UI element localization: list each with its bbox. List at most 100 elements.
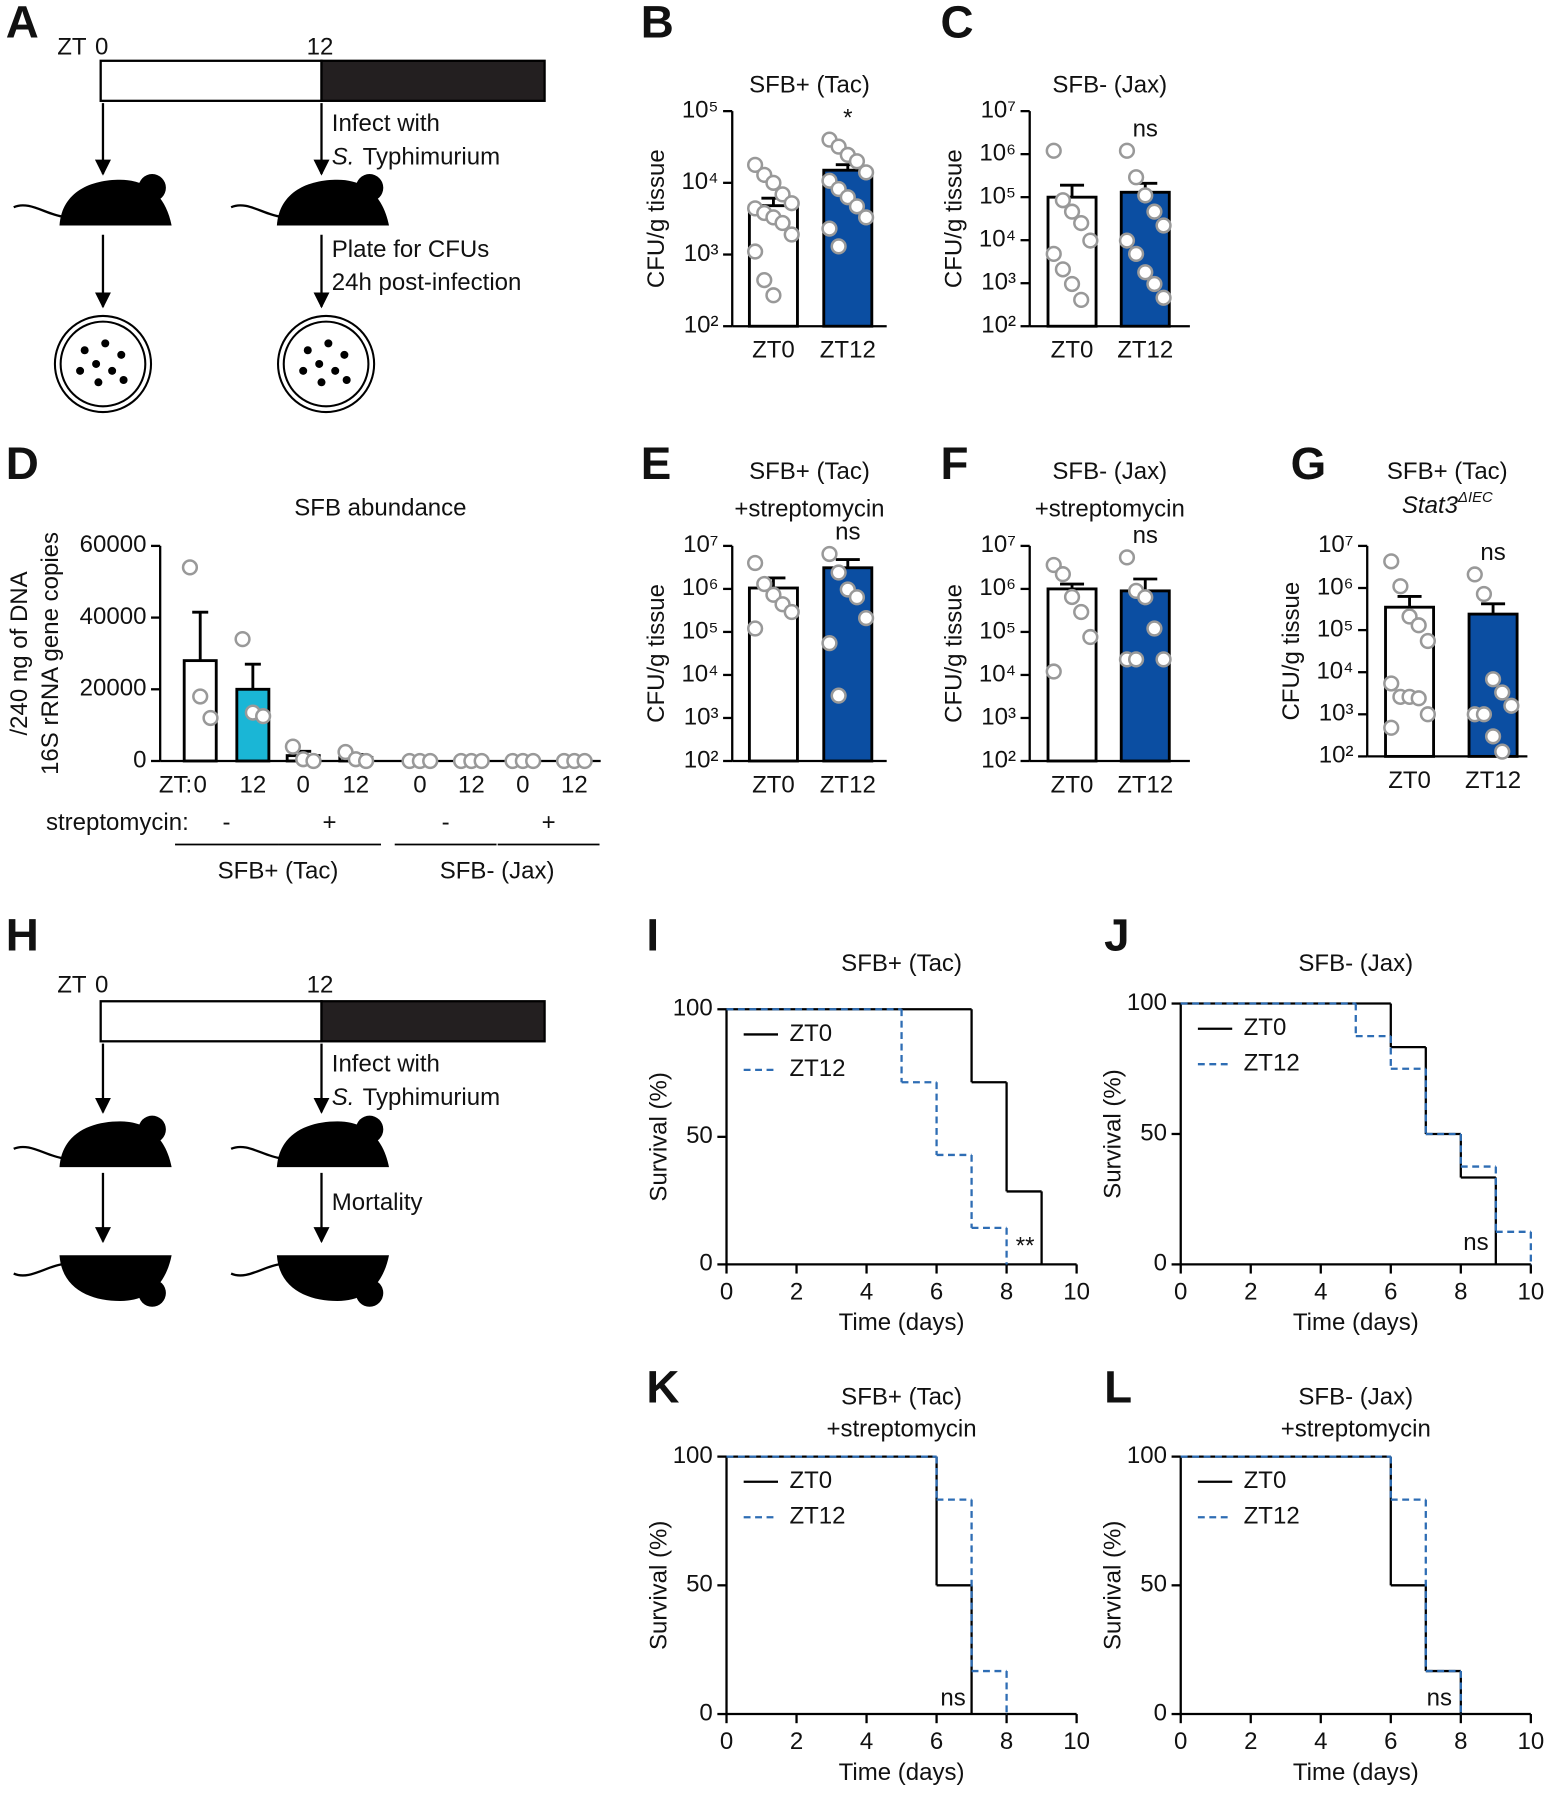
y-tick-label: 10³ (981, 269, 1016, 296)
data-point (1410, 617, 1427, 634)
data-point (1475, 585, 1493, 603)
legend-label: ZT12 (789, 1503, 845, 1530)
y-tick-label: 40000 (80, 603, 147, 630)
data-point (576, 752, 593, 770)
y-tick-label: 10⁷ (1318, 531, 1353, 558)
data-point (422, 752, 439, 770)
x-tick-label: 0 (720, 1728, 733, 1755)
legend-label: ZT12 (789, 1055, 845, 1082)
y-axis-label: Survival (%) (645, 1072, 672, 1201)
data-point (746, 156, 764, 173)
data-point (1063, 588, 1081, 606)
step-text: Plate for CFUs (332, 236, 489, 263)
y-tick-label: 10⁷ (981, 96, 1016, 123)
x-tick-label: ZT12 (820, 772, 876, 799)
data-point (1127, 651, 1145, 668)
y-tick-label: 50 (686, 1571, 713, 1598)
panel-letter: E (641, 438, 672, 489)
x-tick-label: 6 (1384, 1278, 1397, 1305)
chart-title: SFB- (Jax) (1052, 458, 1167, 485)
x-tick-label: 2 (1244, 1728, 1257, 1755)
x-tick-label: 10 (1517, 1728, 1544, 1755)
chart-subtitle: +streptomycin (1281, 1416, 1431, 1443)
dead-mouse (229, 1254, 391, 1308)
data-point (1410, 690, 1427, 707)
zt-label: ZT (57, 34, 87, 61)
subtitle-text: Stat3 (1402, 492, 1459, 519)
chart-title: SFB+ (Tac) (1387, 458, 1508, 485)
data-point (1054, 261, 1072, 278)
significance: ns (1463, 1229, 1488, 1256)
data-point (1082, 628, 1099, 646)
data-point (1082, 232, 1099, 249)
data-point (1155, 217, 1172, 234)
legend-label: ZT0 (789, 1020, 832, 1047)
group-label: SFB- (Jax) (440, 857, 555, 884)
x-tick-label: 0 (1174, 1728, 1187, 1755)
chart-subtitle: Stat3ΔIEC (1402, 490, 1493, 520)
panel-letter: F (940, 438, 968, 489)
time-label: 0 (95, 34, 108, 61)
chart-title: SFB+ (Tac) (841, 1384, 962, 1411)
data-point (1073, 214, 1090, 232)
data-point (284, 738, 302, 755)
data-point (746, 243, 764, 260)
data-point (255, 708, 272, 725)
y-tick-label: 10⁵ (682, 617, 719, 644)
y-tick-label: 10³ (981, 703, 1016, 730)
panel-letter: J (1104, 909, 1129, 960)
time-label: 0 (95, 972, 108, 999)
data-point (783, 603, 800, 621)
x-tick-label: 6 (1384, 1728, 1397, 1755)
mouse (229, 172, 391, 227)
data-point (525, 752, 542, 770)
petri-dish (53, 314, 153, 414)
diagram-a: A ZT 0 12 Infect with S. Typhimurium Pla… (6, 0, 546, 414)
data-point (1063, 275, 1081, 293)
legend-label: ZT0 (1244, 1014, 1287, 1041)
data-point (1146, 203, 1163, 220)
data-point (181, 559, 199, 576)
data-point (1045, 663, 1062, 680)
y-tick-label: 50 (1140, 1119, 1167, 1146)
species: Typhimurium (363, 143, 500, 170)
chart-subtitle: +streptomycin (734, 496, 884, 523)
y-tick-label: 10⁶ (1317, 573, 1354, 600)
zt-label: ZT (57, 972, 87, 999)
data-point (1419, 706, 1436, 723)
data-point (1045, 142, 1062, 159)
x-tick-label: 4 (860, 1278, 873, 1305)
x-tick-label: 2 (790, 1728, 803, 1755)
chart-title: SFB+ (Tac) (749, 458, 870, 485)
data-point (1118, 232, 1136, 249)
significance: ns (940, 1685, 965, 1712)
chart-panel: B SFB+ (Tac) CFU/g tissue 10² 10³ 10⁴ 10⁵ ZT0 ZT… (641, 0, 887, 364)
chart-panel: D SFB abundance 16S rRNA gene copies/240 n… (6, 438, 601, 884)
panel-letter: D (6, 438, 39, 489)
species-italic: S. (332, 143, 355, 170)
data-point (1155, 651, 1172, 668)
data-point (848, 198, 866, 215)
treatment-label: + (542, 809, 556, 836)
step-text: Mortality (332, 1189, 423, 1216)
significance: ns (1133, 522, 1158, 549)
x-tick-label: 0 (297, 772, 310, 799)
x-axis-label: Time (days) (839, 1759, 965, 1786)
time-label: 12 (307, 34, 334, 61)
data-point (1127, 169, 1145, 186)
panel-letter: L (1104, 1361, 1132, 1412)
y-tick-label: 10⁵ (682, 96, 719, 123)
data-point (1484, 671, 1502, 688)
data-point (774, 214, 791, 232)
y-axis-label: Survival (%) (1100, 1521, 1127, 1650)
y-tick-label: 60000 (80, 531, 147, 558)
data-point (1383, 675, 1400, 692)
x-axis-label: Time (days) (1293, 1309, 1419, 1336)
y-tick-label: 0 (1154, 1699, 1167, 1726)
chart-panel: F SFB- (Jax) +streptomycin CFU/g tissue 10² 1… (940, 438, 1190, 799)
legend-label: ZT12 (1244, 1050, 1300, 1077)
data-point (473, 752, 490, 770)
data-point (848, 589, 866, 606)
data-point (765, 174, 782, 191)
